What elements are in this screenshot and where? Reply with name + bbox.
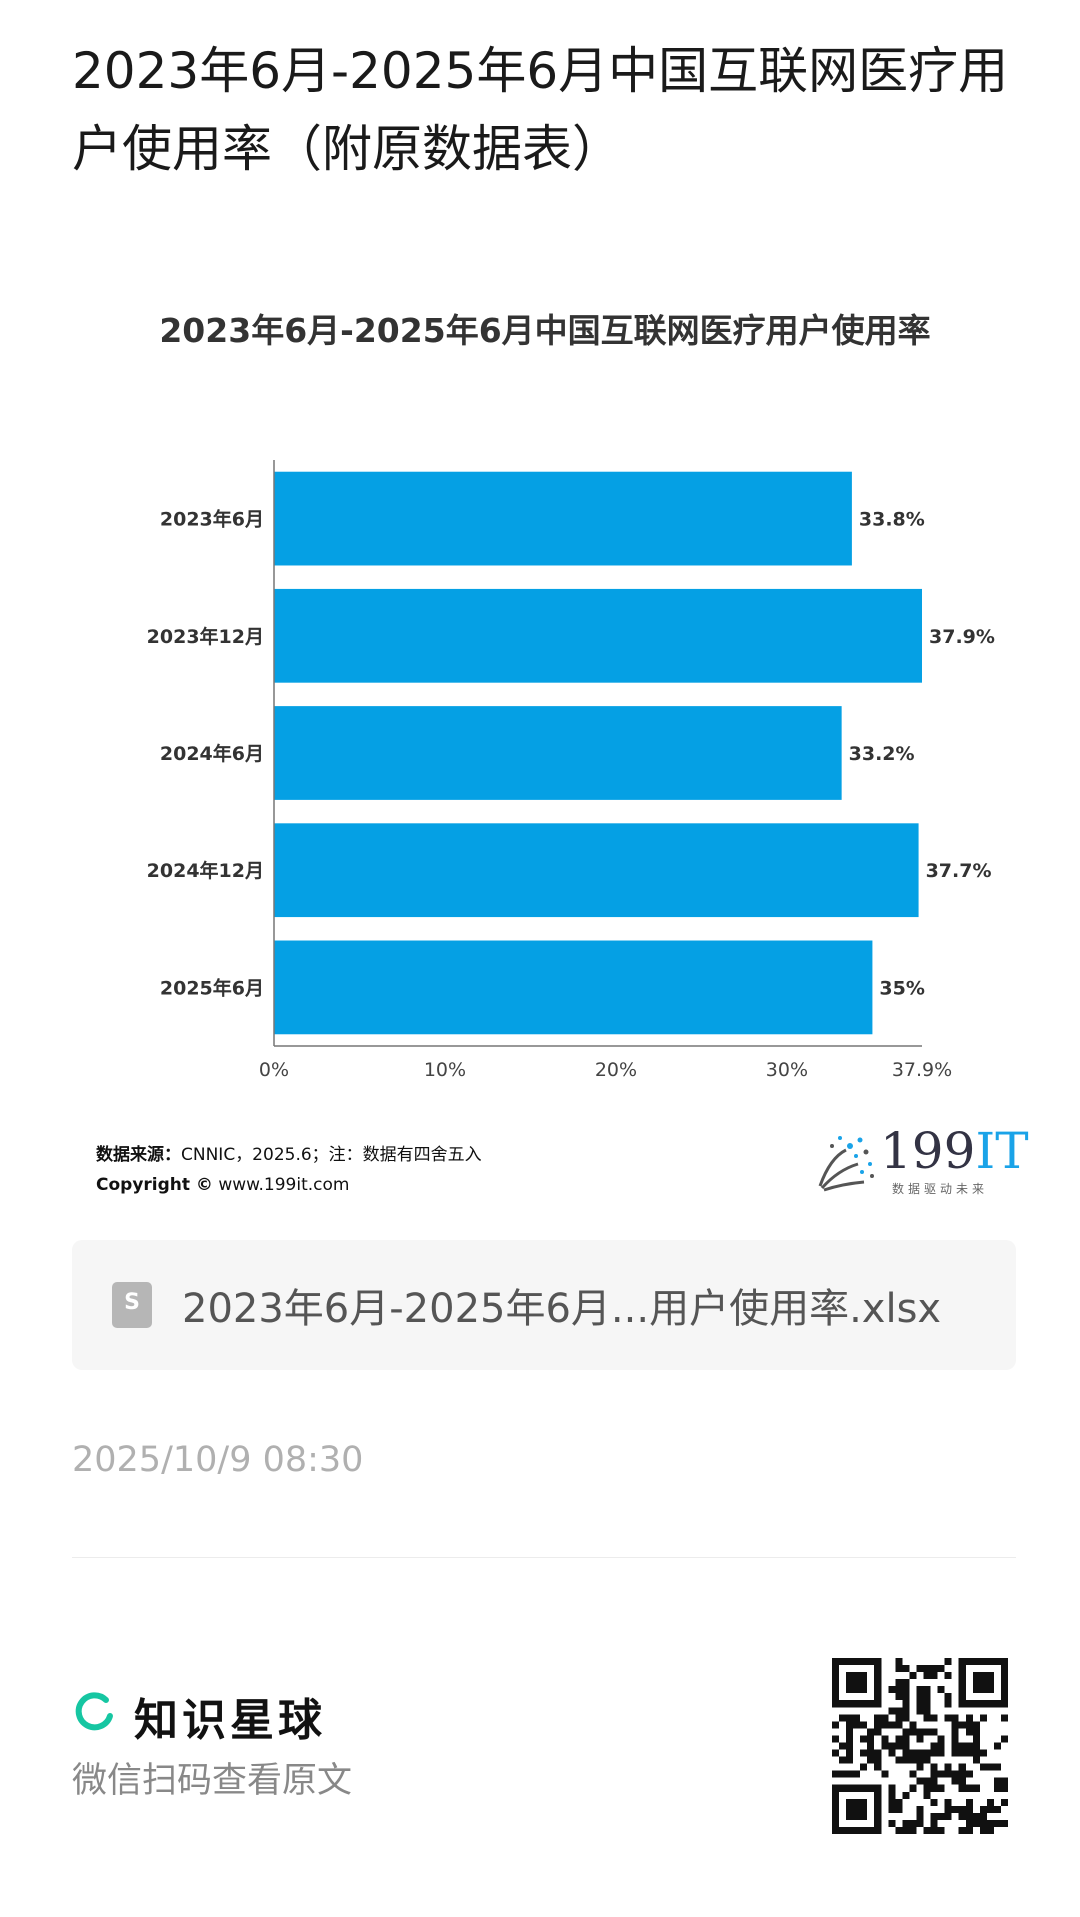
bar-chart: 2023年6月-2025年6月中国互联网医疗用户使用率 2023年6月 33.8%… (147, 311, 995, 1081)
spreadsheet-file-icon: S (112, 1282, 152, 1328)
category-label-1: 2023年6月 (160, 508, 264, 531)
qr-code-icon[interactable] (832, 1658, 1008, 1834)
source-note: 数据来源：CNNIC，2025.6；注：数据有四舍五入 Copyright © … (96, 1140, 482, 1200)
value-label-2: 37.9% (929, 626, 995, 648)
copyright-label: Copyright © (96, 1175, 213, 1195)
publish-timestamp: 2025/10/9 08:30 (72, 1440, 364, 1480)
brand-name: 知识星球 (134, 1695, 326, 1746)
199it-logo: 199IT 数据驱动未来 (810, 1122, 1029, 1198)
bar-4 (274, 823, 919, 918)
bar-5 (274, 940, 873, 1035)
copyright-url: www.199it.com (218, 1175, 350, 1195)
x-tick-label-1: 0% (259, 1059, 289, 1081)
logo-tagline: 数据驱动未来 (892, 1182, 989, 1196)
value-label-4: 37.7% (926, 860, 992, 882)
category-label-4: 2024年12月 (147, 859, 264, 882)
source-text: CNNIC，2025.6；注：数据有四舍五入 (181, 1145, 482, 1165)
dandelion-logo-icon (818, 1136, 874, 1192)
bar-1 (274, 471, 852, 566)
ring-logo-icon (75, 1692, 113, 1731)
logo-name-prefix: 199 (880, 1122, 976, 1180)
file-icon-letter: S (124, 1290, 140, 1315)
x-tick-label-5: 37.9% (892, 1059, 952, 1081)
x-tick-label-4: 30% (766, 1059, 808, 1081)
logo-name-suffix: IT (975, 1122, 1029, 1180)
bar-2 (274, 588, 922, 683)
scan-hint: 微信扫码查看原文 (72, 1761, 353, 1801)
category-label-3: 2024年6月 (160, 742, 264, 765)
source-label: 数据来源： (96, 1145, 181, 1165)
chart-title: 2023年6月-2025年6月中国互联网医疗用户使用率 (159, 311, 930, 350)
x-tick-label-3: 20% (595, 1059, 637, 1081)
value-label-3: 33.2% (849, 743, 915, 765)
category-label-5: 2025年6月 (160, 976, 264, 999)
value-label-1: 33.8% (859, 509, 925, 531)
category-label-2: 2023年12月 (147, 625, 264, 648)
attachment-card[interactable]: S 2023年6月-2025年6月...用户使用率.xlsx (72, 1240, 1016, 1370)
attachment-file-name[interactable]: 2023年6月-2025年6月...用户使用率.xlsx (182, 1286, 942, 1332)
value-label-5: 35% (879, 977, 924, 999)
x-tick-label-2: 10% (424, 1059, 466, 1081)
divider (72, 1557, 1016, 1558)
bar-3 (274, 706, 842, 800)
page-title: 2023年6月-2025年6月中国互联网医疗用户使用率（附原数据表） (72, 42, 1009, 178)
